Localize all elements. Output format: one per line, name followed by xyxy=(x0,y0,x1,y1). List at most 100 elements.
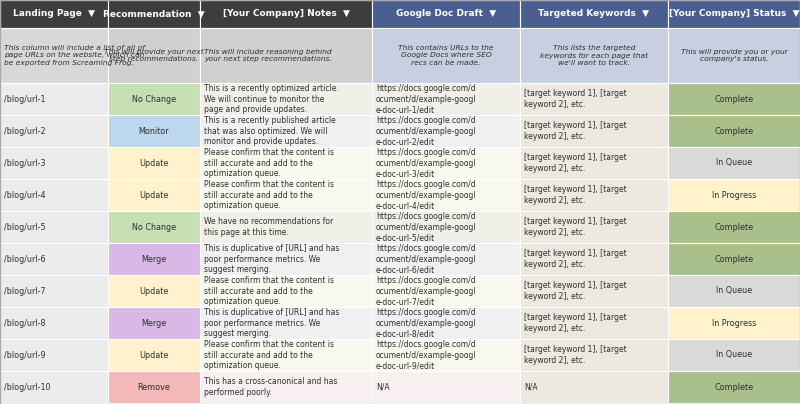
Bar xyxy=(520,115,668,147)
Bar xyxy=(372,0,520,28)
Bar xyxy=(668,179,800,211)
Bar xyxy=(0,83,108,115)
Text: /blog/url-8: /blog/url-8 xyxy=(4,318,46,328)
Bar xyxy=(668,243,800,275)
Bar xyxy=(372,275,520,307)
Bar xyxy=(200,339,372,371)
Text: This will include reasoning behind
your next step recommendations.: This will include reasoning behind your … xyxy=(204,49,332,62)
Bar xyxy=(200,83,372,115)
Text: https://docs.google.com/d
ocument/d/example-googl
e-doc-url-1/edit: https://docs.google.com/d ocument/d/exam… xyxy=(376,84,477,114)
Bar xyxy=(372,371,520,403)
Bar xyxy=(668,307,800,339)
Bar xyxy=(200,115,372,147)
Bar xyxy=(520,147,668,179)
Text: N/A: N/A xyxy=(376,383,390,391)
Bar xyxy=(668,0,800,28)
Text: Please confirm that the content is
still accurate and add to the
optimization qu: Please confirm that the content is still… xyxy=(204,340,334,370)
Bar xyxy=(200,28,372,83)
Bar xyxy=(0,339,108,371)
Bar xyxy=(668,307,800,339)
Bar xyxy=(200,275,372,307)
Text: [target keyword 1], [target
keyword 2], etc.: [target keyword 1], [target keyword 2], … xyxy=(524,249,626,269)
Bar xyxy=(520,371,668,403)
Bar xyxy=(0,307,108,339)
Bar xyxy=(200,28,372,83)
Bar xyxy=(520,83,668,115)
Bar xyxy=(108,0,200,28)
Bar xyxy=(200,243,372,275)
Text: In Progress: In Progress xyxy=(712,191,756,200)
Bar xyxy=(200,339,372,371)
Bar xyxy=(0,0,108,28)
Text: We have no recommendations for
this page at this time.: We have no recommendations for this page… xyxy=(204,217,334,237)
Bar xyxy=(668,83,800,115)
Bar xyxy=(520,243,668,275)
Bar xyxy=(0,275,108,307)
Bar xyxy=(200,147,372,179)
Bar xyxy=(668,339,800,371)
Text: Update: Update xyxy=(139,351,169,360)
Bar xyxy=(108,83,200,115)
Text: https://docs.google.com/d
ocument/d/example-googl
e-doc-url-3/edit: https://docs.google.com/d ocument/d/exam… xyxy=(376,148,477,178)
Text: [target keyword 1], [target
keyword 2], etc.: [target keyword 1], [target keyword 2], … xyxy=(524,345,626,365)
Text: In Queue: In Queue xyxy=(716,286,752,295)
Bar xyxy=(520,211,668,243)
Bar xyxy=(200,0,372,28)
Bar xyxy=(668,83,800,115)
Bar xyxy=(0,179,108,211)
Bar xyxy=(0,211,108,243)
Bar xyxy=(520,339,668,371)
Text: This contains URLs to the
Google Docs where SEO
recs can be made.: This contains URLs to the Google Docs wh… xyxy=(398,45,494,66)
Text: /blog/url-10: /blog/url-10 xyxy=(4,383,50,391)
Bar xyxy=(668,28,800,83)
Bar xyxy=(520,179,668,211)
Bar xyxy=(200,307,372,339)
Bar xyxy=(108,179,200,211)
Bar xyxy=(668,371,800,403)
Bar xyxy=(668,211,800,243)
Text: This is a recently published article
that was also optimized. We will
monitor an: This is a recently published article tha… xyxy=(204,116,336,146)
Text: Please confirm that the content is
still accurate and add to the
optimization qu: Please confirm that the content is still… xyxy=(204,276,334,306)
Bar xyxy=(520,0,668,28)
Bar xyxy=(108,211,200,243)
Text: Targeted Keywords  ▼: Targeted Keywords ▼ xyxy=(538,10,650,19)
Text: https://docs.google.com/d
ocument/d/example-googl
e-doc-url-8/edit: https://docs.google.com/d ocument/d/exam… xyxy=(376,308,477,338)
Bar xyxy=(520,339,668,371)
Text: In Progress: In Progress xyxy=(712,318,756,328)
Bar xyxy=(200,211,372,243)
Text: Recommendation  ▼: Recommendation ▼ xyxy=(103,10,205,19)
Text: In Queue: In Queue xyxy=(716,351,752,360)
Bar xyxy=(0,243,108,275)
Text: /blog/url-3: /blog/url-3 xyxy=(4,158,46,168)
Bar xyxy=(108,243,200,275)
Text: /blog/url-9: /blog/url-9 xyxy=(4,351,46,360)
Text: This will provide you or your
company's status.: This will provide you or your company's … xyxy=(681,49,787,62)
Bar xyxy=(200,307,372,339)
Bar xyxy=(372,147,520,179)
Bar xyxy=(668,339,800,371)
Text: In Queue: In Queue xyxy=(716,158,752,168)
Bar xyxy=(520,275,668,307)
Bar xyxy=(520,0,668,28)
Bar xyxy=(108,339,200,371)
Bar xyxy=(200,211,372,243)
Text: [target keyword 1], [target
keyword 2], etc.: [target keyword 1], [target keyword 2], … xyxy=(524,217,626,237)
Text: Update: Update xyxy=(139,191,169,200)
Text: Remove: Remove xyxy=(138,383,170,391)
Text: https://docs.google.com/d
ocument/d/example-googl
e-doc-url-7/edit: https://docs.google.com/d ocument/d/exam… xyxy=(376,276,477,306)
Bar xyxy=(668,115,800,147)
Bar xyxy=(108,0,200,28)
Text: [target keyword 1], [target
keyword 2], etc.: [target keyword 1], [target keyword 2], … xyxy=(524,281,626,301)
Bar xyxy=(108,147,200,179)
Text: [target keyword 1], [target
keyword 2], etc.: [target keyword 1], [target keyword 2], … xyxy=(524,89,626,109)
Bar xyxy=(668,371,800,403)
Bar xyxy=(372,28,520,83)
Text: This has a cross-canonical and has
performed poorly.: This has a cross-canonical and has perfo… xyxy=(204,377,338,397)
Bar xyxy=(520,28,668,83)
Bar xyxy=(372,179,520,211)
Bar xyxy=(372,28,520,83)
Bar xyxy=(0,211,108,243)
Text: [target keyword 1], [target
keyword 2], etc.: [target keyword 1], [target keyword 2], … xyxy=(524,121,626,141)
Bar xyxy=(200,147,372,179)
Bar xyxy=(668,147,800,179)
